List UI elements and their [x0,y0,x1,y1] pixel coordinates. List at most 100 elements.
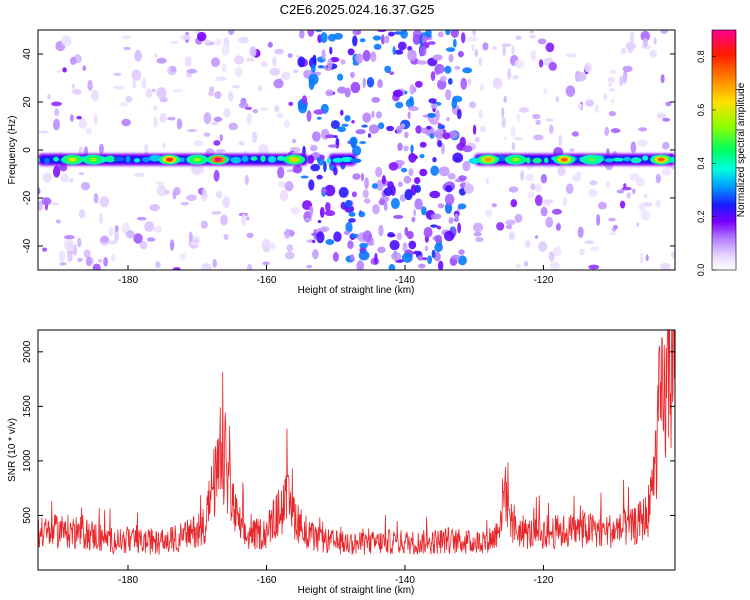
noise-blob [376,179,384,191]
noise-blob [193,140,204,147]
noise-blob [125,95,133,103]
noise-blob [197,31,207,42]
noise-blob [349,136,358,146]
noise-blob [259,106,269,112]
noise-blob [351,120,355,124]
noise-blob [362,77,366,89]
noise-blob [134,172,145,178]
colorbar-tick-label: 0.6 [696,104,706,117]
noise-blob [267,41,273,48]
noise-blob [553,246,562,257]
bottom-x-tick-label: -180 [118,575,138,586]
noise-blob [330,120,340,130]
noise-blob [324,210,336,217]
noise-blob [444,65,452,74]
noise-blob [562,197,568,207]
noise-blob [430,71,436,82]
noise-blob [386,125,395,132]
noise-blob [156,57,167,64]
noise-blob [213,169,220,182]
noise-blob [598,201,607,210]
top-x-tick-label: -180 [118,275,138,286]
noise-blob [402,242,408,253]
noise-blob [330,56,340,63]
noise-blob [284,228,290,239]
noise-blob [283,119,290,129]
noise-blob [427,112,436,118]
spectrogram-noise-layer [38,30,675,270]
noise-blob [538,59,544,68]
colorbar-tick-label: 0.0 [696,264,706,277]
noise-blob [316,116,322,120]
noise-blob [149,204,160,212]
noise-blob [396,125,403,134]
noise-blob [430,224,438,228]
noise-blob [278,181,285,188]
noise-blob [621,186,632,191]
noise-blob [462,160,471,172]
noise-blob [555,223,561,231]
band-cell [623,156,631,162]
noise-blob [549,124,554,134]
noise-blob [67,250,74,255]
noise-blob [279,189,289,202]
noise-blob [390,185,396,196]
noise-blob [403,145,409,152]
noise-blob [289,147,301,153]
noise-blob [437,122,442,127]
noise-blob [444,193,455,206]
noise-blob [209,86,215,92]
snr-x-axis-label: Height of straight line (km) [298,585,415,596]
noise-blob [172,89,183,93]
noise-blob [113,72,122,76]
noise-blob [372,35,382,41]
noise-blob [608,232,617,236]
noise-blob [213,116,223,123]
noise-blob [262,261,270,266]
noise-blob [454,157,461,162]
noise-blob [367,133,372,138]
noise-blob [616,189,625,194]
noise-blob [131,69,142,81]
noise-blob [103,257,108,267]
chart-title: C2E6.2025.024.16.37.G25 [280,2,435,17]
noise-blob [383,36,390,44]
noise-blob [660,30,668,34]
noise-blob [371,110,375,119]
noise-blob [309,205,314,216]
noise-blob [457,50,464,58]
noise-blob [661,167,672,176]
noise-blob [623,183,627,189]
noise-blob [587,188,598,198]
noise-blob [159,96,168,103]
noise-blob [347,48,355,56]
noise-blob [207,91,215,97]
noise-blob [419,45,427,57]
noise-blob [533,134,544,141]
noise-blob [78,172,84,176]
noise-blob [622,73,627,84]
noise-blob [397,142,403,151]
noise-blob [121,35,132,40]
band-cell [468,157,480,165]
band-hotspot-peak [166,157,174,162]
noise-blob [427,255,432,265]
noise-blob [437,31,444,38]
band-hotspot-peak [588,157,596,162]
noise-blob [408,106,419,112]
noise-blob [211,211,222,215]
band-cell [142,157,150,163]
noise-blob [423,226,433,238]
noise-blob [630,141,637,154]
noise-blob [320,32,328,44]
band-cell [604,158,614,163]
noise-blob [270,242,276,250]
band-cell [532,157,542,164]
spectrogram-y-axis-label: Frequency (Hz) [7,116,18,185]
noise-blob [558,134,562,147]
noise-blob [430,213,442,220]
noise-blob [640,30,651,42]
noise-blob [473,231,482,237]
colorbar-tick-label: 0.4 [696,157,706,170]
noise-blob [400,30,408,39]
